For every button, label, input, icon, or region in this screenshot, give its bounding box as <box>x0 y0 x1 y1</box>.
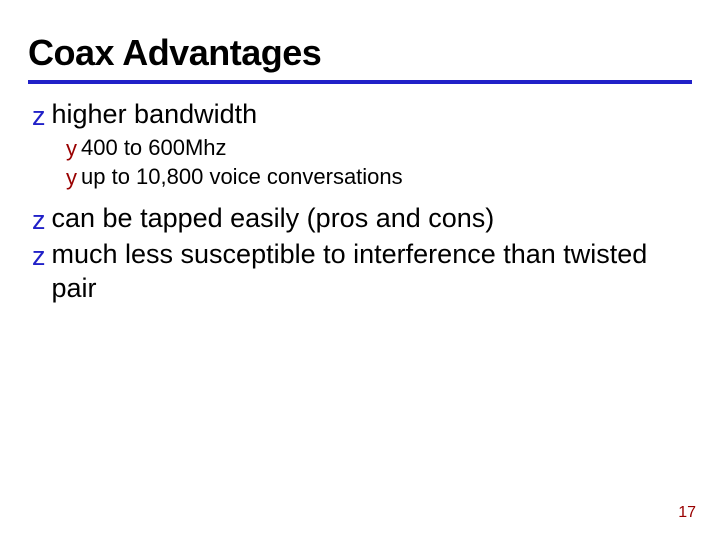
bullet-list: z higher bandwidth y 400 to 600Mhz y up … <box>28 98 692 305</box>
page-number: 17 <box>678 504 696 522</box>
list-item-text: much less susceptible to interference th… <box>52 238 693 306</box>
list-item: z higher bandwidth <box>32 98 692 132</box>
list-item-text: higher bandwidth <box>52 98 258 132</box>
bullet-marker-l2: y <box>66 135 77 163</box>
list-item: z much less susceptible to interference … <box>32 238 692 306</box>
bullet-marker-l1: z <box>32 240 46 272</box>
list-item: z can be tapped easily (pros and cons) <box>32 202 692 236</box>
list-item: y 400 to 600Mhz <box>66 134 692 163</box>
bullet-marker-l1: z <box>32 204 46 236</box>
sublist: y 400 to 600Mhz y up to 10,800 voice con… <box>66 134 692 191</box>
list-item-text: up to 10,800 voice conversations <box>81 163 403 192</box>
slide: Coax Advantages z higher bandwidth y 400… <box>0 0 720 540</box>
list-item-text: 400 to 600Mhz <box>81 134 227 163</box>
slide-title: Coax Advantages <box>28 32 692 84</box>
bullet-marker-l2: y <box>66 164 77 192</box>
list-item-text: can be tapped easily (pros and cons) <box>52 202 495 236</box>
list-item: y up to 10,800 voice conversations <box>66 163 692 192</box>
bullet-marker-l1: z <box>32 100 46 132</box>
